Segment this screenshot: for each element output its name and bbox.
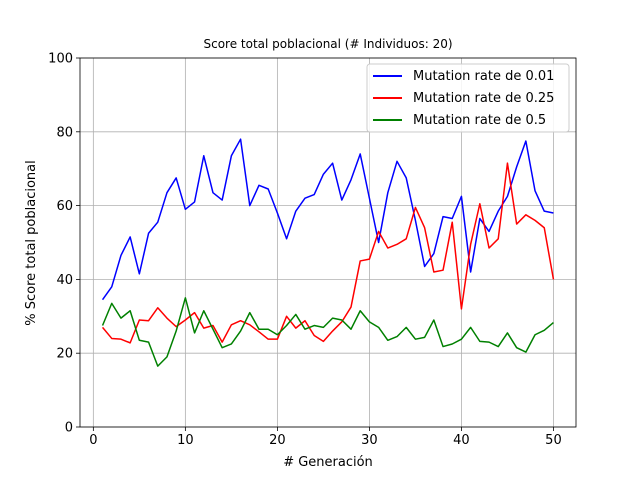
y-tick-label: 100 [48, 52, 73, 67]
y-tick-label: 40 [56, 273, 73, 288]
y-axis-label: % Score total poblacional [24, 160, 39, 325]
x-tick-label: 40 [453, 433, 470, 448]
series-line-1 [101, 138, 554, 301]
series-lines [101, 138, 555, 367]
y-tick-label: 20 [56, 347, 73, 362]
legend-box [366, 63, 570, 133]
legend-entry-series-2: Mutation rate de 0.25 [413, 91, 554, 106]
x-tick-label: 10 [177, 433, 194, 448]
x-axis-label: # Generación [283, 455, 373, 470]
legend-entry-series-3: Mutation rate de 0.5 [413, 113, 546, 128]
x-tick-label: 0 [89, 433, 97, 448]
x-tick-label: 20 [269, 433, 286, 448]
y-tick-label: 0 [65, 421, 73, 436]
chart-title: Score total poblacional (# Individuos: 2… [203, 37, 452, 51]
legend-entry-series-1: Mutation rate de 0.01 [413, 69, 554, 84]
series-line-2 [101, 162, 555, 344]
y-tick-label: 60 [56, 199, 73, 214]
legend: Mutation rate de 0.01 Mutation rate de 0… [366, 63, 570, 133]
series-line-3 [101, 297, 554, 367]
x-tick-label: 50 [545, 433, 562, 448]
x-tick-label: 30 [361, 433, 378, 448]
plot-frame [79, 57, 577, 428]
axis-ticks: 0 10 20 30 40 50 0 20 40 60 80 100 [48, 52, 562, 449]
y-tick-label: 80 [56, 125, 73, 140]
